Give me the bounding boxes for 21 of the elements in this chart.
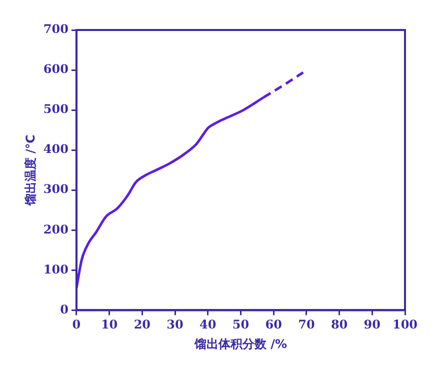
x-tick-label: 0 [72,318,81,332]
x-tick-label: 40 [200,318,216,332]
x-tick-label: 70 [298,318,315,332]
y-tick-label: 600 [43,62,68,76]
x-tick-label: 10 [100,318,118,332]
y-axis-title: 馏出温度 /℃ [23,134,38,207]
x-tick-label: 60 [265,318,282,332]
x-tick-label: 20 [134,318,151,332]
y-tick-label: 0 [60,302,68,316]
x-tick-label: 80 [330,318,348,332]
x-axis-title: 馏出体积分数 /% [193,336,288,351]
y-tick-label: 200 [43,222,68,236]
y-tick-label: 700 [43,22,68,36]
y-tick-label: 400 [43,142,68,156]
x-tick-label: 30 [166,318,184,332]
x-tick-label: 100 [392,318,418,332]
x-tick-label: 50 [232,318,250,332]
y-tick-label: 500 [43,102,68,116]
y-tick-label: 300 [43,182,68,196]
x-tick-label: 90 [364,318,380,332]
y-tick-label: 100 [43,262,68,276]
